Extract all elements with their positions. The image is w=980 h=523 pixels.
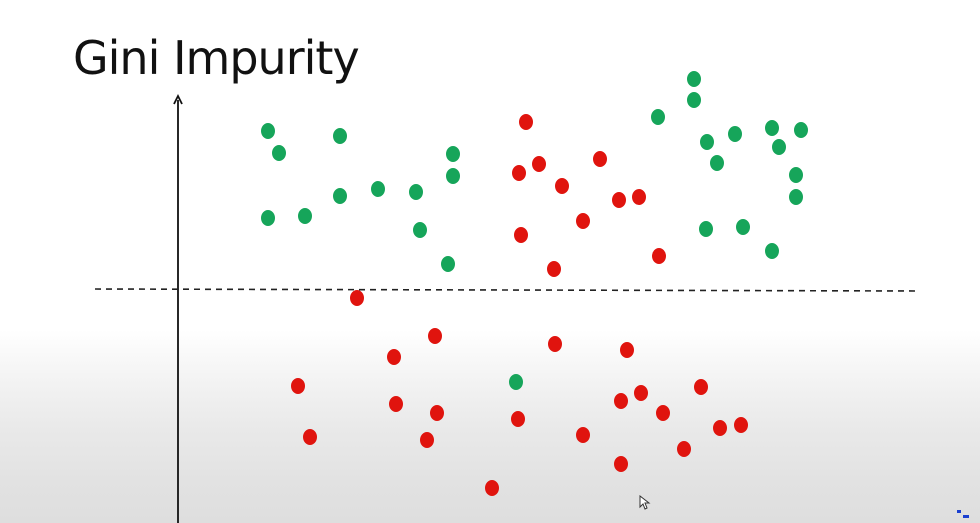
split-line <box>94 288 919 292</box>
red-point <box>514 227 528 243</box>
red-point <box>387 349 401 365</box>
green-point <box>441 256 455 272</box>
green-point <box>736 219 750 235</box>
green-point <box>446 146 460 162</box>
red-point <box>511 411 525 427</box>
red-point <box>694 379 708 395</box>
red-point <box>632 189 646 205</box>
y-axis-arrow <box>173 93 183 105</box>
red-point <box>485 480 499 496</box>
green-point <box>772 139 786 155</box>
green-point <box>765 120 779 136</box>
green-point <box>794 122 808 138</box>
red-point <box>519 114 533 130</box>
red-point <box>430 405 444 421</box>
red-point <box>532 156 546 172</box>
red-point <box>512 165 526 181</box>
green-point <box>687 92 701 108</box>
green-point <box>272 145 286 161</box>
green-points <box>261 71 808 390</box>
red-point <box>734 417 748 433</box>
red-point <box>548 336 562 352</box>
green-point <box>765 243 779 259</box>
green-point <box>298 208 312 224</box>
green-point <box>413 222 427 238</box>
green-point <box>687 71 701 87</box>
green-point <box>710 155 724 171</box>
red-point <box>547 261 561 277</box>
green-point <box>446 168 460 184</box>
green-point <box>700 134 714 150</box>
red-point <box>350 290 364 306</box>
red-point <box>620 342 634 358</box>
green-point <box>409 184 423 200</box>
red-point <box>291 378 305 394</box>
mouse-pointer-icon <box>639 495 651 510</box>
green-point <box>789 167 803 183</box>
green-point <box>509 374 523 390</box>
green-point <box>333 128 347 144</box>
red-point <box>612 192 626 208</box>
green-point <box>333 188 347 204</box>
red-point <box>634 385 648 401</box>
red-points <box>291 114 748 496</box>
red-point <box>614 456 628 472</box>
green-point <box>651 109 665 125</box>
red-point <box>555 178 569 194</box>
red-point <box>713 420 727 436</box>
red-point <box>303 429 317 445</box>
red-point <box>593 151 607 167</box>
corner-marker-icon <box>957 510 969 518</box>
slide-title: Gini Impurity <box>73 31 360 85</box>
red-point <box>656 405 670 421</box>
red-point <box>389 396 403 412</box>
red-point <box>420 432 434 448</box>
red-point <box>677 441 691 457</box>
red-point <box>576 427 590 443</box>
red-point <box>428 328 442 344</box>
green-point <box>371 181 385 197</box>
red-point <box>652 248 666 264</box>
red-point <box>576 213 590 229</box>
green-point <box>699 221 713 237</box>
red-point <box>614 393 628 409</box>
green-point <box>261 210 275 226</box>
green-point <box>728 126 742 142</box>
green-point <box>789 189 803 205</box>
green-point <box>261 123 275 139</box>
